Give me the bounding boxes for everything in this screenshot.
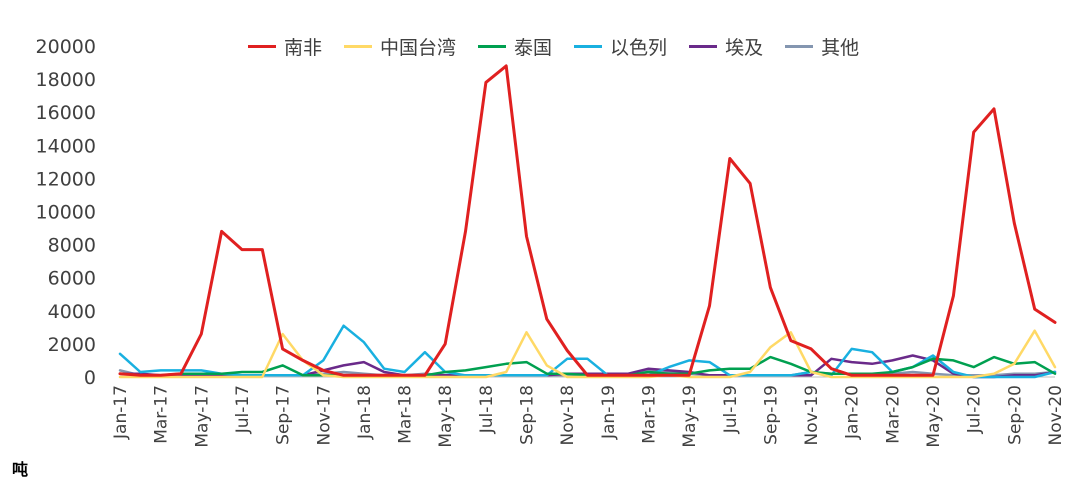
legend-item-thailand: 泰国	[478, 33, 552, 60]
x-tick-label: May-19	[680, 385, 700, 448]
x-tick-label: Jul-17	[233, 385, 253, 434]
legend-label: 以色列	[610, 36, 668, 59]
y-tick-label: 12000	[36, 168, 96, 190]
x-tick-label: Sep-17	[274, 385, 294, 445]
y-tick-label: 16000	[36, 102, 96, 124]
x-tick-label: Nov-18	[558, 385, 578, 446]
y-tick-label: 14000	[36, 135, 96, 157]
chart-legend: 南非 中国台湾 泰国 以色列 埃及 其他	[248, 33, 881, 60]
x-tick-label: Nov-17	[314, 385, 334, 446]
legend-label: 其他	[821, 36, 860, 59]
y-tick-label: 8000	[48, 235, 96, 257]
legend-item-egypt: 埃及	[689, 33, 763, 60]
y-tick-label: 20000	[36, 36, 96, 58]
x-tick-label: May-17	[192, 385, 212, 448]
x-tick-label: May-18	[436, 385, 456, 448]
legend-swatch	[574, 44, 603, 48]
legend-swatch	[785, 44, 814, 48]
y-tick-label: 18000	[36, 69, 96, 91]
x-tick-label: Mar-17	[152, 385, 172, 444]
x-tick-label: Sep-18	[518, 385, 538, 445]
x-tick-label: Jan-20	[843, 385, 863, 440]
y-tick-label: 10000	[36, 202, 96, 224]
series-line-3	[118, 324, 1057, 379]
legend-swatch	[689, 44, 718, 48]
legend-label: 埃及	[725, 36, 764, 59]
y-tick-label: 6000	[48, 268, 96, 290]
x-tick-label: Jul-19	[721, 385, 741, 434]
x-tick-label: May-20	[924, 385, 944, 448]
x-tick-label: Jan-17	[111, 385, 131, 440]
x-tick-label: Jul-20	[965, 385, 985, 434]
series-line-1	[118, 329, 1057, 379]
x-tick-label: Nov-20	[1046, 385, 1066, 446]
x-tick-label: Sep-19	[761, 385, 781, 445]
legend-swatch	[248, 44, 276, 48]
x-tick-label: Jan-19	[599, 385, 619, 440]
x-tick-label: Mar-18	[396, 385, 416, 444]
y-tick-label: 2000	[48, 334, 96, 356]
legend-swatch	[344, 44, 373, 48]
x-tick-label: Mar-19	[639, 385, 659, 444]
x-tick-label: Mar-20	[883, 385, 903, 444]
x-tick-label: Sep-20	[1005, 385, 1025, 445]
y-tick-label: 0	[84, 367, 96, 389]
legend-item-taiwan: 中国台湾	[344, 33, 456, 60]
legend-item-other: 其他	[785, 33, 859, 60]
legend-label: 中国台湾	[380, 36, 457, 59]
unit-label: 吨	[12, 460, 29, 479]
legend-label: 南非	[284, 36, 323, 59]
legend-swatch	[478, 44, 507, 48]
x-tick-label: Jul-18	[477, 385, 497, 434]
legend-item-south-africa: 南非	[248, 33, 322, 60]
x-tick-label: Jan-18	[355, 385, 375, 440]
y-tick-label: 4000	[48, 301, 96, 323]
legend-label: 泰国	[514, 36, 553, 59]
legend-item-israel: 以色列	[574, 33, 667, 60]
x-tick-label: Nov-19	[802, 385, 822, 446]
series-line-0	[118, 64, 1057, 377]
